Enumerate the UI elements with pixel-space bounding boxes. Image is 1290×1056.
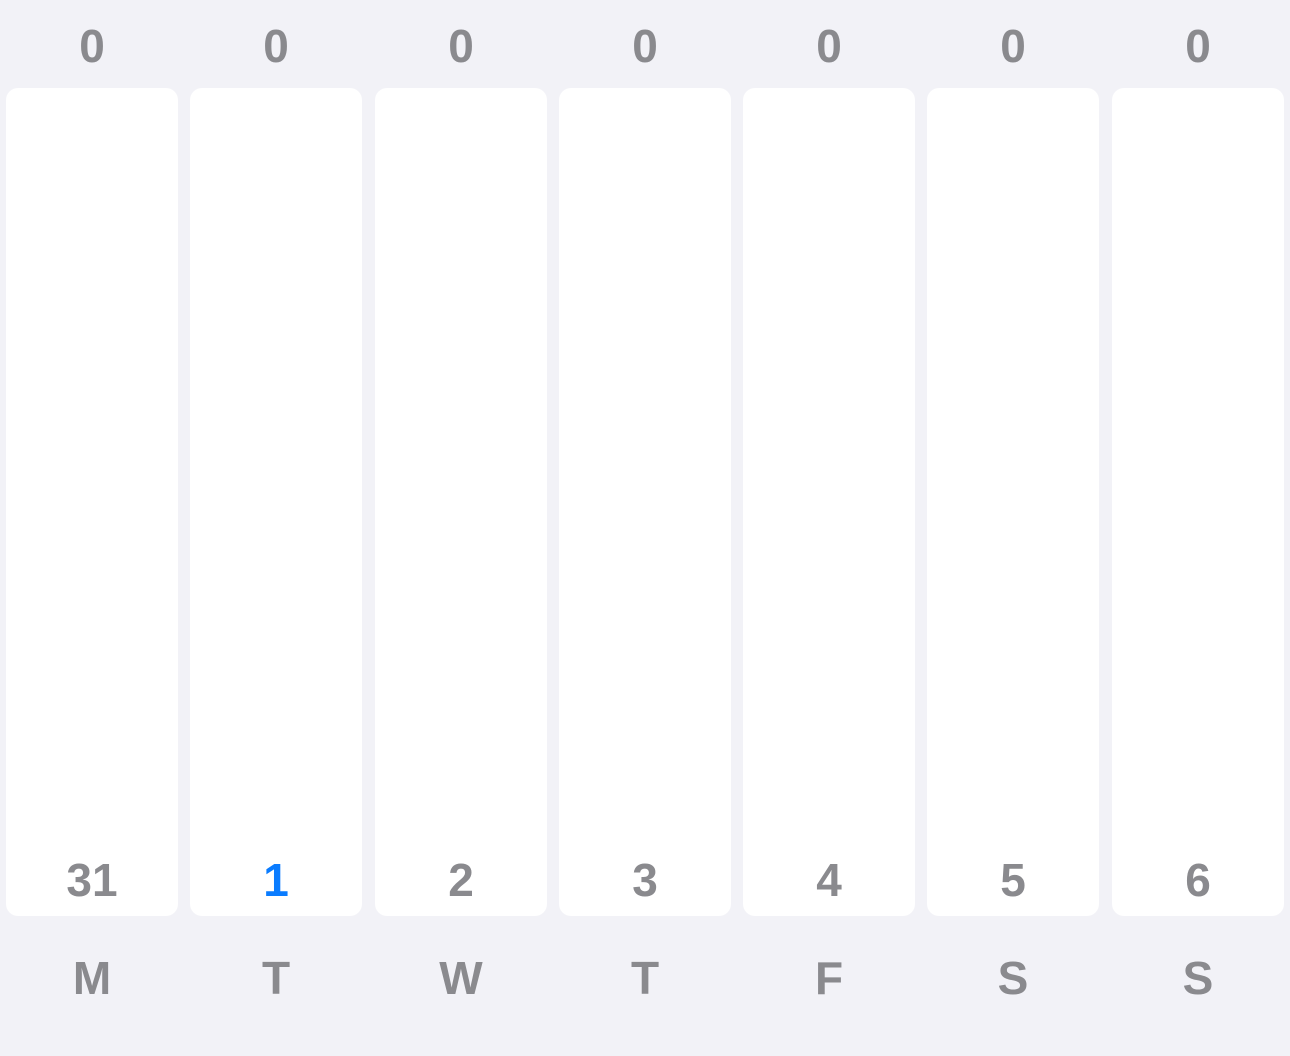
day-date: 5 bbox=[1000, 854, 1026, 906]
day-card[interactable]: 5 bbox=[927, 88, 1099, 916]
day-count: 0 bbox=[816, 20, 842, 72]
weekday-label: S bbox=[997, 952, 1029, 1004]
day-count: 0 bbox=[1000, 20, 1026, 72]
day-column-wednesday[interactable]: 0 2 W bbox=[375, 0, 547, 1056]
day-column-tuesday[interactable]: 0 1 T bbox=[190, 0, 362, 1056]
day-column-thursday[interactable]: 0 3 T bbox=[559, 0, 731, 1056]
day-date: 31 bbox=[66, 854, 118, 906]
day-date-today: 1 bbox=[263, 854, 289, 906]
day-date: 4 bbox=[816, 854, 842, 906]
day-card[interactable]: 2 bbox=[375, 88, 547, 916]
weekday-label: F bbox=[814, 952, 844, 1004]
day-card[interactable]: 3 bbox=[559, 88, 731, 916]
day-column-saturday[interactable]: 0 5 S bbox=[927, 0, 1099, 1056]
day-count: 0 bbox=[448, 20, 474, 72]
weekday-label: S bbox=[1182, 952, 1214, 1004]
weekday-label: T bbox=[630, 952, 660, 1004]
day-date: 3 bbox=[632, 854, 658, 906]
weekday-label: W bbox=[439, 952, 483, 1004]
weekday-label: M bbox=[72, 952, 112, 1004]
day-date: 2 bbox=[448, 854, 474, 906]
day-card[interactable]: 6 bbox=[1112, 88, 1284, 916]
day-card-today[interactable]: 1 bbox=[190, 88, 362, 916]
weekday-label: T bbox=[261, 952, 291, 1004]
day-count: 0 bbox=[1185, 20, 1211, 72]
day-count: 0 bbox=[632, 20, 658, 72]
day-count: 0 bbox=[263, 20, 289, 72]
day-column-monday[interactable]: 0 31 M bbox=[6, 0, 178, 1056]
day-count: 0 bbox=[79, 20, 105, 72]
day-column-friday[interactable]: 0 4 F bbox=[743, 0, 915, 1056]
day-card[interactable]: 31 bbox=[6, 88, 178, 916]
day-date: 6 bbox=[1185, 854, 1211, 906]
day-column-sunday[interactable]: 0 6 S bbox=[1112, 0, 1284, 1056]
day-card[interactable]: 4 bbox=[743, 88, 915, 916]
